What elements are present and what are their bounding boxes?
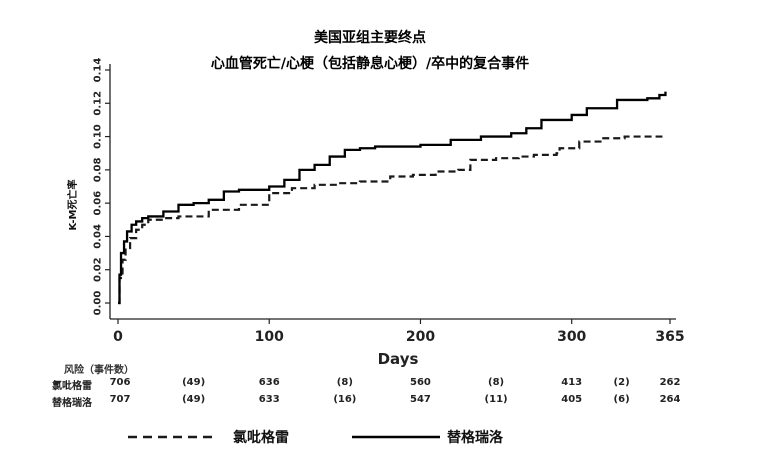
risk-cell: 413	[561, 377, 583, 388]
risk-cell: (8)	[336, 377, 353, 388]
y-tick-label: 0.12	[93, 91, 104, 116]
risk-cell: 405	[561, 394, 583, 405]
series-lines	[118, 91, 667, 305]
y-tick-label: 0.04	[93, 224, 104, 249]
risk-cell: (49)	[182, 377, 206, 388]
risk-row-label: 替格瑞洛	[52, 398, 92, 409]
ticks: 0 100 200 300 365 0.00 0.02 0.04 0.06 0.08 0.10 0.1…	[93, 58, 685, 345]
risk-cell: 264	[659, 394, 681, 405]
legend: 氯吡格雷 替格瑞洛	[128, 429, 504, 446]
y-tick-label: 0.02	[93, 257, 104, 282]
risk-row-label: 氯吡格雷	[52, 381, 92, 392]
risk-cell: (8)	[488, 377, 505, 388]
y-tick-label: 0.08	[93, 157, 104, 182]
risk-cell: (49)	[182, 394, 206, 405]
y-tick-label: 0.00	[93, 291, 104, 316]
risk-cell: 633	[258, 394, 280, 405]
risk-cell: 707	[109, 394, 131, 405]
y-tick-label: 0.06	[93, 191, 104, 216]
risk-cell: (2)	[613, 377, 630, 388]
series-line-2	[118, 91, 667, 305]
risk-cell: 560	[410, 377, 431, 388]
risk-cell: 706	[109, 377, 131, 388]
x-tick-label: 300	[557, 329, 586, 345]
axes	[109, 64, 676, 320]
risk-cell: 262	[659, 377, 681, 388]
y-tick-label: 0.10	[93, 124, 104, 149]
y-tick-label: 0.14	[93, 58, 104, 83]
chart-subtitle: 心血管死亡/心梗（包括静息心梗）/卒中的复合事件	[211, 55, 529, 72]
chart-title: 美国亚组主要终点	[314, 29, 426, 46]
series-line-1	[118, 135, 663, 305]
risk-cell: (11)	[484, 394, 508, 405]
x-tick-label: 100	[255, 329, 284, 345]
legend-label-1: 氯吡格雷	[233, 429, 289, 446]
risk-cell: 636	[258, 377, 280, 388]
y-axis-label: K-M死亡率	[66, 180, 79, 231]
x-axis-label: Days	[378, 350, 419, 368]
x-tick-label: 200	[406, 329, 435, 345]
legend-label-2: 替格瑞洛	[447, 429, 504, 446]
risk-table-header: 风险（事件数）	[64, 365, 134, 376]
risk-cell: (16)	[333, 394, 357, 405]
x-tick-label: 365	[655, 329, 684, 345]
risk-cell: 547	[410, 394, 431, 405]
x-tick-label: 0	[113, 329, 123, 345]
risk-cell: (6)	[613, 394, 630, 405]
